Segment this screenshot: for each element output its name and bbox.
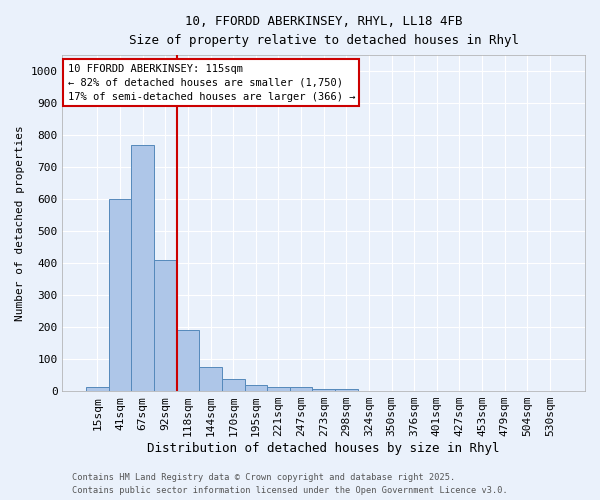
X-axis label: Distribution of detached houses by size in Rhyl: Distribution of detached houses by size …	[148, 442, 500, 455]
Bar	[86, 387, 109, 391]
Text: 10 FFORDD ABERKINSEY: 115sqm
← 82% of detached houses are smaller (1,750)
17% of: 10 FFORDD ABERKINSEY: 115sqm ← 82% of de…	[68, 64, 355, 102]
Bar	[290, 387, 313, 391]
Bar	[335, 390, 358, 391]
Bar	[199, 367, 222, 391]
Bar	[154, 260, 176, 391]
Bar	[313, 390, 335, 391]
Bar	[131, 144, 154, 391]
Y-axis label: Number of detached properties: Number of detached properties	[15, 125, 25, 321]
Bar	[109, 199, 131, 391]
Bar	[267, 387, 290, 391]
Text: Contains HM Land Registry data © Crown copyright and database right 2025.
Contai: Contains HM Land Registry data © Crown c…	[72, 474, 508, 495]
Bar	[222, 379, 245, 391]
Title: 10, FFORDD ABERKINSEY, RHYL, LL18 4FB
Size of property relative to detached hous: 10, FFORDD ABERKINSEY, RHYL, LL18 4FB Si…	[129, 15, 519, 47]
Bar	[176, 330, 199, 391]
Bar	[245, 386, 267, 391]
